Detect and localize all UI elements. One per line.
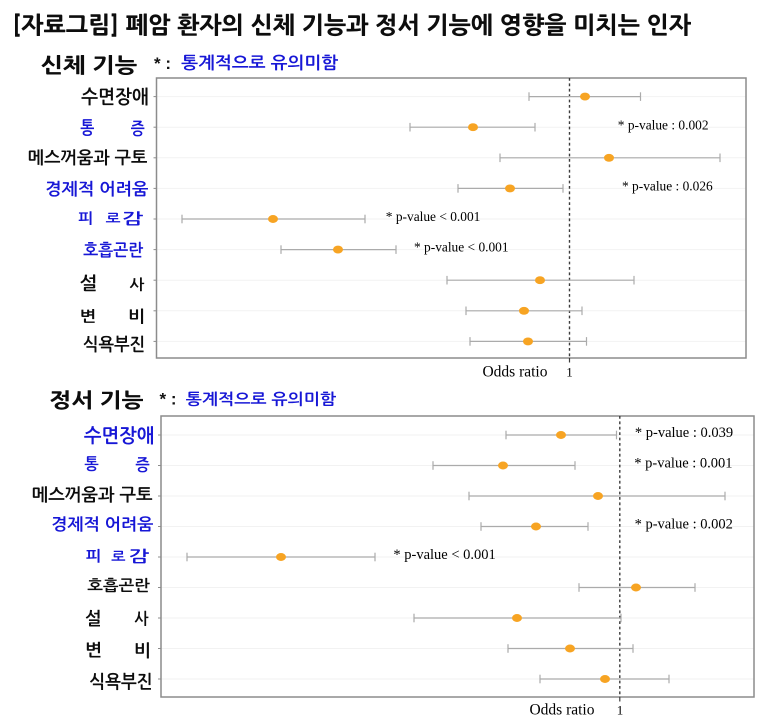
svg-text:* p-value < 0.001: * p-value < 0.001 [393,547,495,563]
svg-text:* p-value : 0.026: * p-value : 0.026 [622,179,713,194]
svg-text:* p-value : 0.002: * p-value : 0.002 [618,117,709,132]
svg-text:* :: * : [160,390,177,409]
svg-text:1: 1 [617,703,624,718]
svg-text:* p-value : 0.001: * p-value : 0.001 [634,456,732,472]
svg-text:* p-value : 0.002: * p-value : 0.002 [635,517,733,533]
svg-text:* :: * : [154,54,171,73]
svg-text:Odds ratio: Odds ratio [529,701,594,718]
svg-text:* p-value < 0.001: * p-value < 0.001 [386,209,481,224]
svg-text:* p-value < 0.001: * p-value < 0.001 [414,240,509,255]
svg-text:1: 1 [566,364,573,379]
svg-text:* p-value : 0.039: * p-value : 0.039 [635,425,733,441]
svg-text:Odds ratio: Odds ratio [482,363,547,380]
